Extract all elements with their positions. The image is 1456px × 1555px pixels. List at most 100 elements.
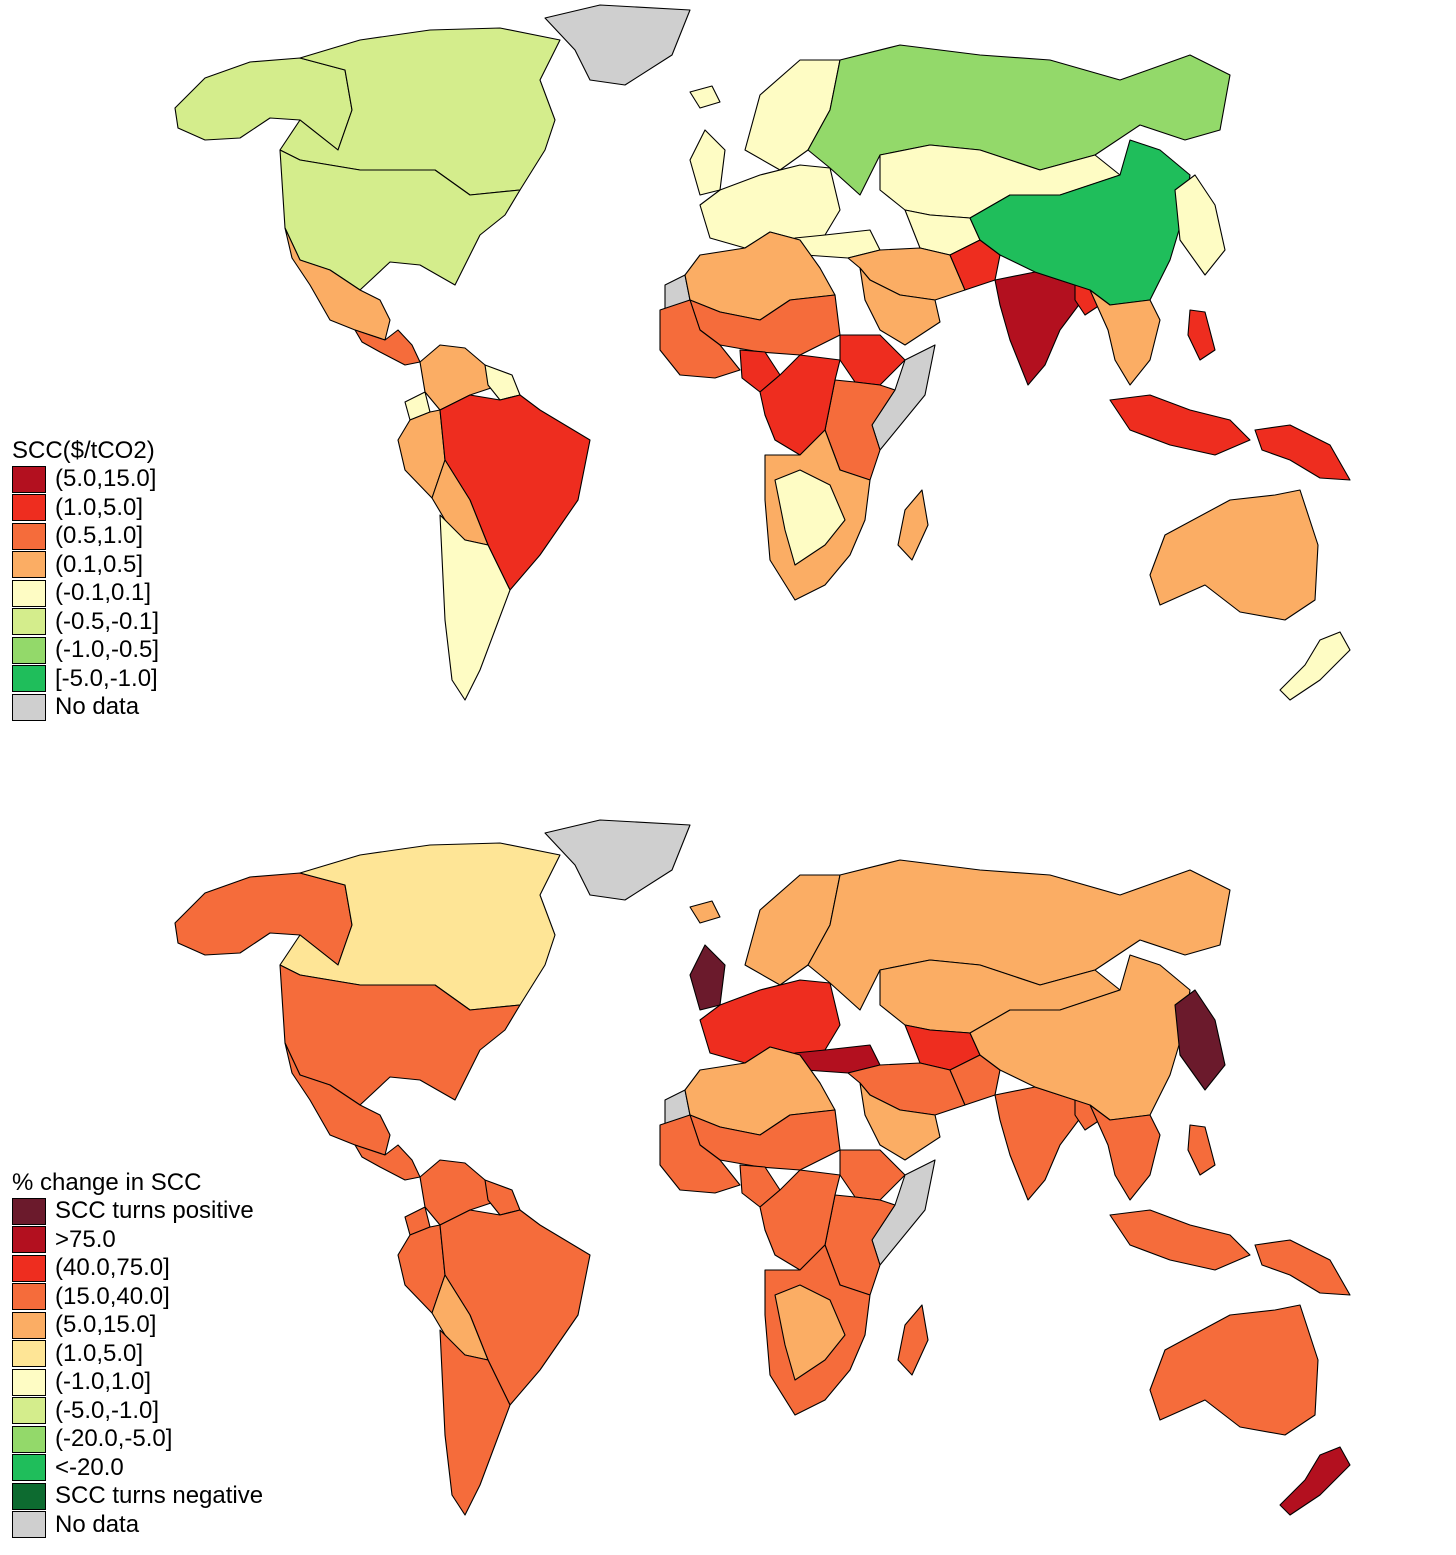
region-australia	[1149, 489, 1319, 621]
legend-item: (-20.0,-5.0]	[12, 1425, 263, 1454]
legend-swatch	[12, 693, 46, 721]
legend-item: (5.0,15.0]	[12, 465, 159, 494]
legend-item: (1.0,5.0]	[12, 1340, 263, 1369]
region-guianas	[484, 1179, 521, 1216]
legend-item: >75.0	[12, 1226, 263, 1255]
region-madagascar	[897, 1304, 929, 1376]
legend-label: (1.0,5.0]	[55, 493, 144, 521]
region-philippines	[1187, 309, 1216, 361]
legend-item: (1.0,5.0]	[12, 494, 159, 523]
legend-label: (15.0,40.0]	[55, 1282, 170, 1310]
legend-label: >75.0	[55, 1225, 116, 1253]
legend-item: (-5.0,-1.0]	[12, 1397, 263, 1426]
region-new-zealand	[1279, 631, 1351, 701]
region-southern-cone	[439, 514, 511, 701]
legend-swatch	[12, 1226, 46, 1254]
region-madagascar	[897, 489, 929, 561]
legend-swatch	[12, 522, 46, 550]
legend-label: (-20.0,-5.0]	[55, 1425, 173, 1453]
region-china	[969, 139, 1191, 306]
legend-rows: (5.0,15.0] (1.0,5.0] (0.5,1.0] (0.1,0.5] (-0…	[12, 465, 159, 722]
legend-swatch	[12, 1311, 46, 1339]
legend: SCC($/tCO2) (5.0,15.0] (1.0,5.0] (0.5,1.0]…	[12, 437, 159, 722]
legend-label: (-1.0,-0.5]	[55, 636, 160, 664]
legend-swatch	[12, 579, 46, 607]
region-new-zealand	[1279, 1446, 1351, 1516]
legend-swatch	[12, 1340, 46, 1368]
region-greenland	[544, 819, 691, 901]
legend-item: <-20.0	[12, 1454, 263, 1483]
region-arabia	[859, 1082, 941, 1161]
legend-item: (5.0,15.0]	[12, 1311, 263, 1340]
legend-item: SCC turns negative	[12, 1482, 263, 1511]
region-uk-ireland	[689, 129, 726, 196]
legend-label: (-5.0,-1.0]	[55, 1396, 160, 1424]
region-ethiopia	[839, 1149, 906, 1201]
legend-item: (15.0,40.0]	[12, 1283, 263, 1312]
region-guianas	[484, 364, 521, 401]
region-namibia-botswana	[774, 469, 846, 566]
region-ethiopia	[839, 334, 906, 386]
legend-label: (1.0,5.0]	[55, 1339, 144, 1367]
legend-title: SCC($/tCO2)	[12, 437, 155, 464]
region-central-africa	[759, 1169, 841, 1271]
region-korea-japan	[1174, 989, 1226, 1091]
region-australia	[1149, 1304, 1319, 1436]
legend-label: (0.5,1.0]	[55, 522, 144, 550]
legend-label: (-0.1,0.1]	[55, 579, 152, 607]
legend-rows: SCC turns positive >75.0 (40.0,75.0] (15.0,…	[12, 1197, 263, 1539]
legend-swatch	[12, 494, 46, 522]
region-west-africa	[659, 299, 741, 379]
legend-item: [-5.0,-1.0]	[12, 665, 159, 694]
legend-swatch	[12, 1454, 46, 1482]
region-south-asia-west	[949, 1054, 1001, 1106]
scc-level-map: SCC($/tCO2) (5.0,15.0] (1.0,5.0] (0.5,1.0]…	[0, 0, 1456, 740]
world-map-svg	[174, 819, 1351, 1516]
region-new-guinea	[1254, 424, 1351, 481]
legend-label: <-20.0	[55, 1453, 124, 1481]
region-greenland	[544, 4, 691, 86]
world-map-svg	[174, 4, 1351, 701]
region-alaska	[174, 872, 353, 966]
legend-item: (-0.5,-0.1]	[12, 608, 159, 637]
legend-swatch	[12, 665, 46, 693]
legend-item: (40.0,75.0]	[12, 1254, 263, 1283]
region-philippines	[1187, 1124, 1216, 1176]
legend-swatch	[12, 1397, 46, 1425]
legend-label: SCC turns positive	[55, 1197, 254, 1225]
region-mexico	[284, 227, 391, 341]
region-europe	[699, 164, 841, 249]
legend-label: (40.0,75.0]	[55, 1254, 170, 1282]
region-indonesia	[1109, 394, 1251, 456]
region-central-america	[354, 1144, 421, 1181]
legend-item: (-0.1,0.1]	[12, 579, 159, 608]
legend-swatch	[12, 1368, 46, 1396]
region-indonesia	[1109, 1209, 1251, 1271]
legend-label: SCC turns negative	[55, 1482, 264, 1510]
legend-label: (-0.5,-0.1]	[55, 607, 160, 635]
region-southern-cone	[439, 1329, 511, 1516]
legend-label: [-5.0,-1.0]	[55, 664, 158, 692]
region-korea-japan	[1174, 174, 1226, 276]
legend-swatch	[12, 465, 46, 493]
legend-label: (5.0,15.0]	[55, 465, 157, 493]
region-central-america	[354, 329, 421, 366]
legend-item: (-1.0,1.0]	[12, 1368, 263, 1397]
region-southeast-asia	[1089, 1104, 1161, 1201]
legend-item: (0.1,0.5]	[12, 551, 159, 580]
region-mexico	[284, 1042, 391, 1156]
region-west-africa	[659, 1114, 741, 1194]
legend-label: (0.1,0.5]	[55, 550, 144, 578]
legend-item: (-1.0,-0.5]	[12, 636, 159, 665]
legend-item: No data	[12, 1511, 263, 1540]
legend: % change in SCC SCC turns positive >75.0(…	[12, 1169, 263, 1539]
scc-change-map: % change in SCC SCC turns positive >75.0(…	[0, 815, 1456, 1555]
region-south-asia-west	[949, 239, 1001, 291]
legend-title: % change in SCC	[12, 1169, 202, 1196]
legend-swatch	[12, 1425, 46, 1453]
legend-swatch	[12, 1283, 46, 1311]
legend-swatch	[12, 1197, 46, 1225]
region-namibia-botswana	[774, 1284, 846, 1381]
region-china	[969, 954, 1191, 1121]
region-iceland	[689, 85, 721, 109]
